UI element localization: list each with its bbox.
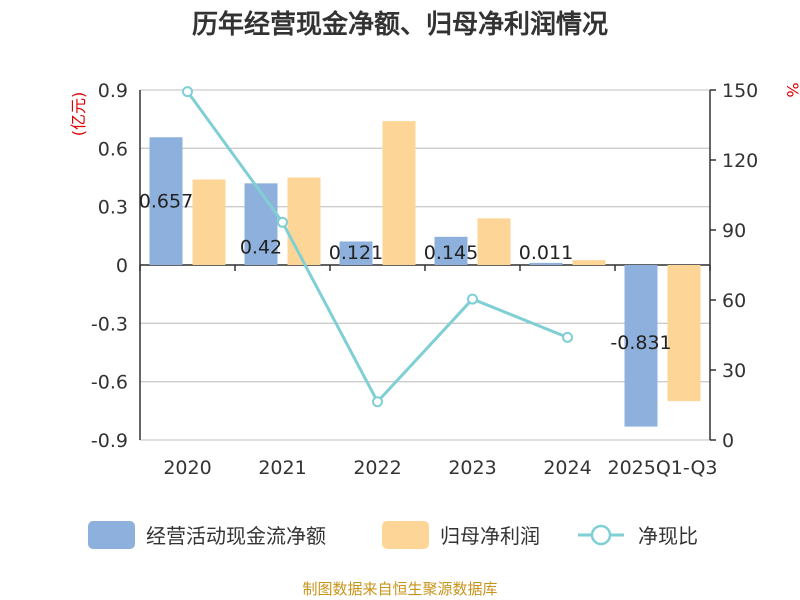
- left-tick-label: 0: [116, 255, 128, 277]
- bar-1: [667, 265, 701, 402]
- right-tick-label: 60: [722, 290, 746, 312]
- ratio-point: [372, 396, 383, 408]
- category-label: 2024: [543, 457, 591, 479]
- bar-value-label: -0.831: [610, 332, 671, 354]
- left-tick-label: 0.3: [98, 197, 128, 219]
- bar-value-label: 0.657: [139, 190, 193, 212]
- right-tick-label: 120: [722, 150, 758, 172]
- legend-item: 净现比: [578, 524, 698, 548]
- left-tick-label: -0.3: [91, 313, 128, 335]
- bar-0: [339, 241, 373, 265]
- chart-title: 历年经营现金净额、归母净利润情况: [192, 9, 608, 40]
- bar-1: [477, 218, 511, 265]
- legend-swatch: [382, 521, 429, 549]
- bar-0: [244, 183, 278, 265]
- left-tick-label: -0.6: [91, 372, 128, 394]
- ratio-point: [467, 293, 478, 305]
- legend-label: 净现比: [638, 524, 698, 548]
- legend-item: 归母净利润: [382, 521, 540, 549]
- right-axis-unit: %: [783, 82, 800, 97]
- axes: -0.9 -0.6 -0.3 0 0.3 0.6 0.9 0 30 60 90 120 150 2020 2…: [91, 80, 758, 479]
- bar-1: [572, 260, 606, 265]
- legend-swatch: [88, 521, 135, 549]
- legend-item: 经营活动现金流净额: [88, 521, 326, 549]
- bar-0: [529, 262, 563, 265]
- left-tick-label: 0.9: [98, 80, 128, 102]
- category-label: 2023: [448, 457, 496, 479]
- bar-value-label: 0.42: [240, 236, 282, 258]
- legend: 经营活动现金流净额 归母净利润 净现比: [88, 521, 698, 549]
- right-tick-label: 0: [722, 430, 734, 452]
- bar-0: [149, 137, 183, 265]
- bar-0: [624, 265, 658, 427]
- bar-1: [382, 121, 416, 265]
- bar-1: [192, 179, 226, 265]
- legend-label: 经营活动现金流净额: [146, 524, 326, 548]
- category-label: 2025Q1-Q3: [608, 457, 718, 479]
- bar-0: [434, 236, 468, 265]
- ratio-point: [562, 331, 573, 343]
- bar-value-label: 0.011: [519, 242, 573, 264]
- legend-label: 归母净利润: [440, 524, 540, 548]
- ratio-point: [277, 216, 288, 228]
- category-label: 2020: [163, 457, 211, 479]
- legend-marker: [590, 524, 612, 546]
- left-axis-unit: (亿元): [69, 92, 88, 137]
- source-note: 制图数据来自恒生聚源数据库: [302, 580, 497, 598]
- right-tick-label: 150: [722, 80, 758, 102]
- right-tick-label: 90: [722, 220, 746, 242]
- bar-1: [287, 177, 321, 265]
- category-label: 2021: [258, 457, 306, 479]
- data-labels: 0.657 0.42 0.121 0.145 0.011 -0.831: [139, 190, 672, 354]
- left-tick-label: -0.9: [91, 430, 128, 452]
- ratio-line: [182, 86, 573, 408]
- bar-value-label: 0.121: [329, 242, 383, 264]
- bars: [149, 121, 701, 427]
- ratio-point: [182, 86, 193, 98]
- bar-value-label: 0.145: [424, 242, 478, 264]
- left-tick-label: 0.6: [98, 138, 128, 160]
- right-tick-label: 30: [722, 360, 746, 382]
- category-label: 2022: [353, 457, 401, 479]
